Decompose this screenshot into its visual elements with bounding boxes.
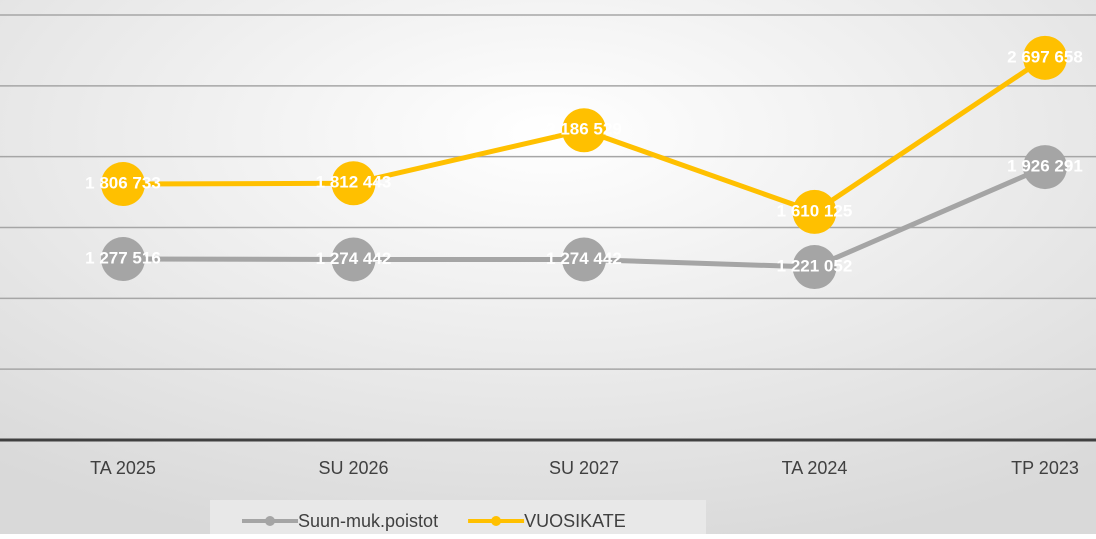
x-tick-label: TP 2023	[1011, 458, 1079, 478]
data-point	[562, 237, 606, 282]
legend-box	[210, 500, 706, 534]
data-label: 2 697 658	[1007, 47, 1083, 66]
data-label: 1 221 052	[777, 257, 853, 276]
legend-marker	[265, 516, 275, 526]
data-point	[792, 189, 837, 234]
data-label: 1 926 291	[1007, 157, 1083, 176]
data-label: 2 186 529	[546, 120, 622, 139]
data-label: 1 806 733	[85, 174, 161, 193]
data-point	[101, 237, 145, 282]
data-label: 1 274 442	[316, 249, 392, 268]
data-point	[331, 237, 376, 282]
data-label: 1 277 516	[85, 249, 161, 268]
x-tick-label: TA 2024	[782, 458, 848, 478]
legend-marker	[491, 516, 502, 526]
legend-label: VUOSIKATE	[524, 511, 626, 531]
data-point	[562, 108, 606, 153]
data-point	[331, 161, 376, 206]
x-tick-label: SU 2026	[318, 458, 388, 478]
data-point	[101, 162, 145, 207]
data-label: 1 274 442	[546, 249, 622, 268]
data-point	[1023, 35, 1067, 80]
data-point	[792, 245, 837, 290]
data-point	[1023, 145, 1067, 190]
x-tick-label: TA 2025	[90, 458, 156, 478]
data-label: 1 812 443	[316, 173, 392, 192]
legend-label: Suun-muk.poistot	[298, 511, 438, 531]
x-tick-label: SU 2027	[549, 458, 619, 478]
data-label: 1 610 125	[777, 201, 853, 220]
